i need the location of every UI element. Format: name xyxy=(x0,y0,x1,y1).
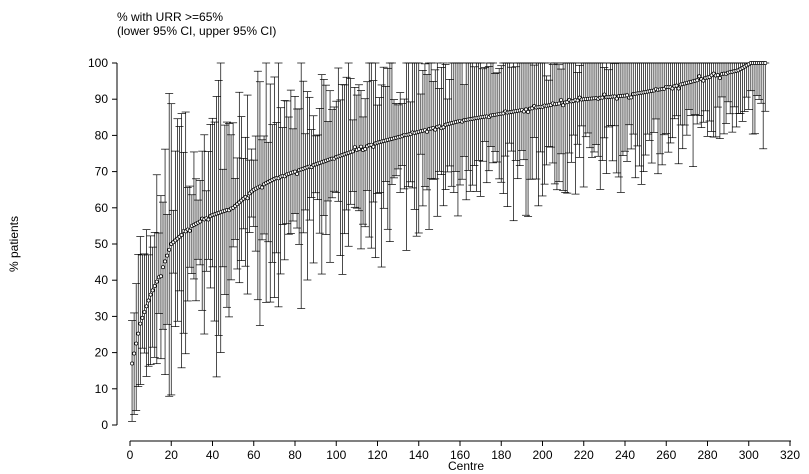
x-axis-ticks: 0 20 40 60 80 100 120 140 160 180 200 220 240 260 280 3… xyxy=(127,441,800,462)
data-point xyxy=(701,78,706,83)
data-point xyxy=(697,74,702,79)
x-tick-label: 40 xyxy=(206,448,220,462)
data-point xyxy=(295,171,300,176)
data-point xyxy=(559,98,564,102)
data-point xyxy=(144,304,149,309)
data-point xyxy=(130,361,135,366)
data-point xyxy=(676,86,681,91)
data-point xyxy=(763,61,768,65)
data-point xyxy=(148,292,153,297)
data-point xyxy=(146,298,151,303)
x-tick-label: 160 xyxy=(450,448,470,462)
y-tick-label: 60 xyxy=(95,201,109,215)
data-point xyxy=(625,93,630,98)
x-axis-label: Centre xyxy=(448,459,484,473)
x-tick-label: 260 xyxy=(656,448,676,462)
chart-title-line-1: % with URR >=65% xyxy=(117,10,224,24)
y-tick-label: 20 xyxy=(95,346,109,360)
data-point xyxy=(150,288,155,293)
data-point xyxy=(575,98,580,103)
data-point xyxy=(154,279,159,284)
data-point xyxy=(425,129,429,134)
data-point xyxy=(152,284,157,288)
error-bars xyxy=(128,62,770,422)
data-point xyxy=(161,265,165,270)
y-tick-label: 30 xyxy=(95,309,109,323)
data-point xyxy=(260,185,264,190)
y-tick-label: 80 xyxy=(95,128,109,142)
x-tick-label: 60 xyxy=(247,448,261,462)
data-point xyxy=(245,196,250,201)
y-tick-label: 90 xyxy=(95,92,109,106)
data-point xyxy=(526,109,531,114)
data-point xyxy=(602,92,607,97)
data-points xyxy=(130,61,768,366)
data-point xyxy=(557,101,561,106)
data-point xyxy=(198,219,203,224)
data-point xyxy=(163,259,168,264)
data-point xyxy=(717,76,722,80)
data-point xyxy=(132,351,137,356)
data-point xyxy=(371,144,376,149)
x-tick-label: 0 xyxy=(127,448,134,462)
y-tick-label: 70 xyxy=(95,165,109,179)
data-point xyxy=(524,107,528,112)
y-tick-label: 50 xyxy=(95,237,109,251)
data-point xyxy=(138,321,143,326)
x-tick-label: 120 xyxy=(367,448,387,462)
x-tick-label: 200 xyxy=(532,448,552,462)
data-point xyxy=(187,228,192,233)
data-point xyxy=(674,83,679,88)
data-point xyxy=(356,147,361,152)
data-point xyxy=(165,253,170,258)
x-tick-label: 180 xyxy=(491,448,511,462)
data-point xyxy=(695,78,700,83)
data-point xyxy=(629,95,634,100)
data-point xyxy=(350,149,355,154)
data-point xyxy=(352,145,357,150)
x-tick-label: 20 xyxy=(165,448,179,462)
data-point xyxy=(136,331,141,336)
x-tick-label: 80 xyxy=(288,448,302,462)
y-tick-label: 100 xyxy=(88,56,108,70)
data-point xyxy=(167,247,172,252)
data-point xyxy=(206,217,211,222)
data-point xyxy=(600,95,605,100)
y-axis-ticks: 0 10 20 30 40 50 60 70 80 90 100 xyxy=(88,56,117,432)
y-tick-label: 10 xyxy=(95,382,109,396)
x-tick-label: 240 xyxy=(615,448,635,462)
data-point xyxy=(441,125,446,130)
x-tick-label: 320 xyxy=(780,448,800,462)
data-point xyxy=(363,147,368,151)
data-point xyxy=(142,310,147,315)
data-point xyxy=(158,274,163,279)
data-point xyxy=(433,127,438,132)
y-axis-label: % patients xyxy=(7,216,21,272)
data-point xyxy=(359,144,363,149)
y-tick-label: 0 xyxy=(101,418,108,432)
y-tick-label: 40 xyxy=(95,273,109,287)
data-point xyxy=(140,315,145,320)
data-point xyxy=(134,341,139,346)
chart-title-line-2: (lower 95% CI, upper 95% CI) xyxy=(117,24,277,38)
data-point xyxy=(179,232,184,237)
x-tick-label: 280 xyxy=(697,448,717,462)
x-tick-label: 100 xyxy=(326,448,346,462)
data-point xyxy=(715,73,720,78)
x-tick-label: 140 xyxy=(409,448,429,462)
x-tick-label: 220 xyxy=(574,448,594,462)
data-point xyxy=(561,103,566,108)
x-tick-label: 300 xyxy=(739,448,759,462)
data-point xyxy=(614,96,619,101)
